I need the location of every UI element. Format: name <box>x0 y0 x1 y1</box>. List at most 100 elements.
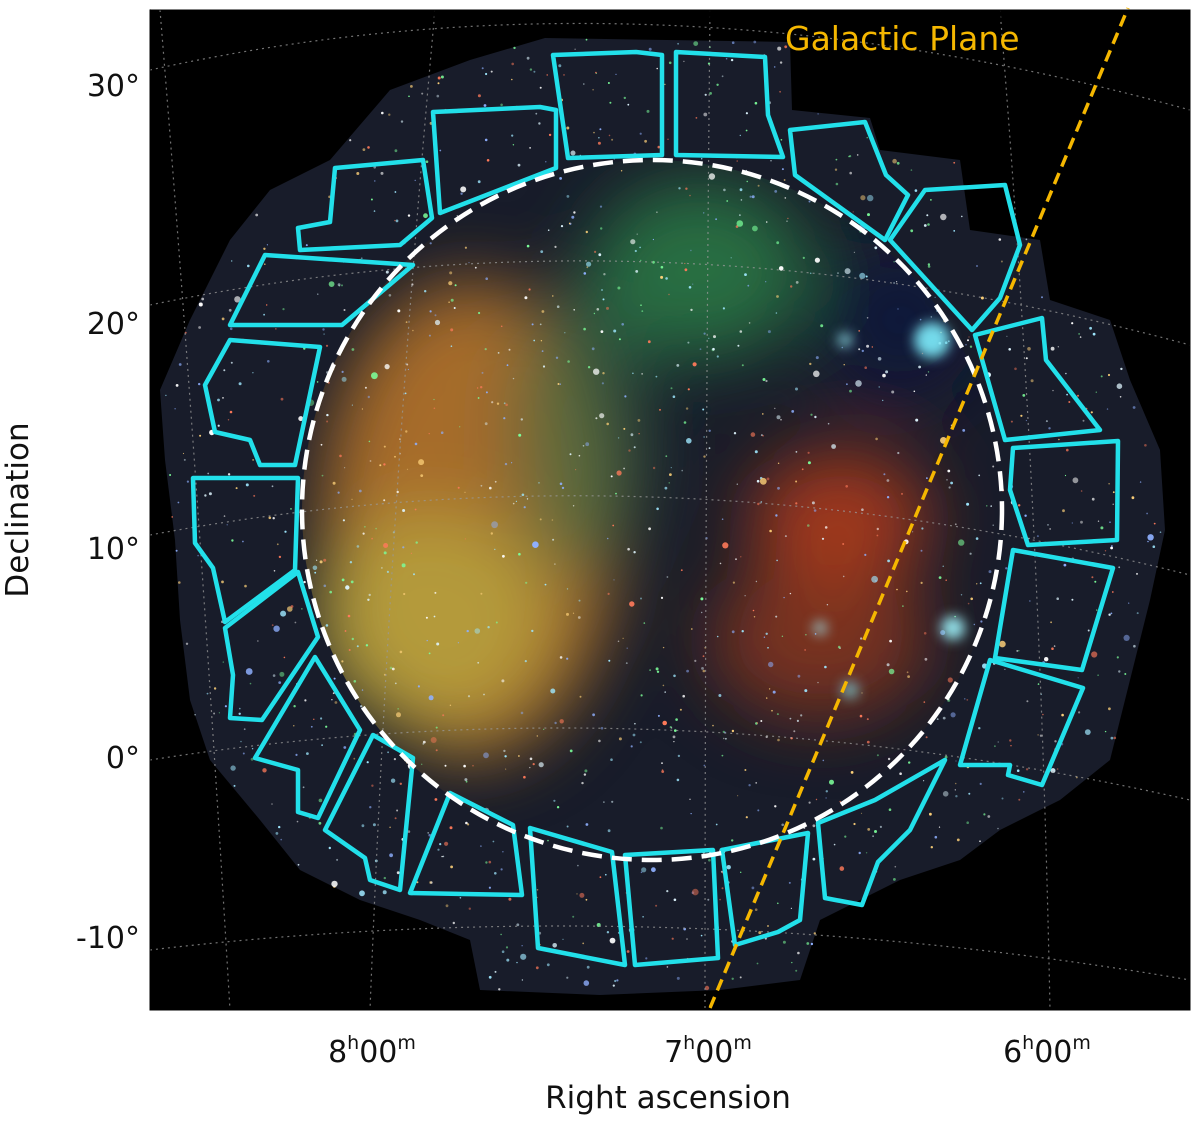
star-point <box>223 369 226 372</box>
star-point <box>782 940 786 944</box>
star-point <box>234 296 241 303</box>
star-point <box>899 772 902 775</box>
star-point <box>1118 670 1121 673</box>
field-outline <box>787 119 911 243</box>
star-point <box>373 210 376 212</box>
y-tick-label: 30° <box>87 69 140 104</box>
star-point <box>796 719 800 723</box>
star-point <box>864 553 867 557</box>
star-point <box>912 531 914 533</box>
star-point <box>793 730 796 733</box>
star-point <box>526 498 529 500</box>
star-point <box>381 567 383 569</box>
star-point <box>578 454 581 457</box>
star-point <box>235 487 238 490</box>
star-point <box>585 230 588 234</box>
star-point <box>325 624 329 627</box>
star-point <box>366 761 369 764</box>
star-point <box>304 699 307 702</box>
star-point <box>716 83 719 87</box>
star-point <box>584 769 588 773</box>
star-point <box>573 211 576 214</box>
star-point <box>1030 379 1034 383</box>
star-point <box>617 437 620 439</box>
star-point <box>521 945 523 947</box>
star-point <box>960 594 963 596</box>
star-point <box>845 485 848 488</box>
star-point <box>484 422 488 426</box>
star-point <box>612 984 615 987</box>
star-point <box>973 623 975 626</box>
star-point <box>997 741 999 743</box>
star-point <box>858 851 861 855</box>
star-point <box>553 799 556 802</box>
star-point <box>483 104 487 107</box>
star-point <box>613 329 617 333</box>
star-point <box>341 370 344 373</box>
star-point <box>301 608 303 610</box>
star-point <box>641 373 643 375</box>
star-point <box>381 111 384 115</box>
star-point <box>1050 621 1052 624</box>
star-point <box>436 642 440 646</box>
star-point <box>463 764 466 768</box>
star-point <box>569 749 573 753</box>
star-point <box>786 220 788 222</box>
star-point <box>476 387 479 389</box>
star-point <box>503 417 506 420</box>
star-point <box>603 801 605 803</box>
star-point <box>206 692 209 695</box>
star-point <box>417 685 420 688</box>
star-point <box>370 198 373 201</box>
star-point <box>406 363 409 366</box>
star-point <box>723 188 726 192</box>
star-point <box>837 272 839 274</box>
star-point <box>980 620 983 623</box>
star-point <box>319 560 323 564</box>
star-point <box>1016 650 1018 652</box>
star-point <box>844 835 847 838</box>
star-point <box>703 212 705 214</box>
star-point <box>317 293 319 295</box>
star-point <box>797 951 800 955</box>
star-point <box>810 413 813 416</box>
star-point <box>975 537 979 540</box>
star-point <box>655 667 659 671</box>
star-point <box>1050 768 1056 774</box>
star-point <box>673 674 676 678</box>
star-point <box>669 473 672 476</box>
star-point <box>683 421 687 424</box>
star-point <box>1144 444 1147 447</box>
star-point <box>268 516 272 520</box>
star-point <box>992 465 995 468</box>
star-point <box>480 484 483 487</box>
star-point <box>477 397 480 399</box>
star-point <box>639 741 642 744</box>
star-point <box>521 493 525 497</box>
star-point <box>532 763 535 766</box>
star-point <box>722 542 729 549</box>
star-point <box>668 61 672 65</box>
star-point <box>722 307 726 310</box>
star-point <box>858 348 861 351</box>
star-point <box>839 866 845 871</box>
star-point <box>474 628 481 634</box>
star-point <box>175 549 178 552</box>
star-point <box>1051 647 1054 650</box>
star-point <box>942 565 944 567</box>
star-point <box>1078 711 1081 714</box>
star-point <box>536 889 539 891</box>
star-point <box>861 508 864 512</box>
star-point <box>924 657 928 661</box>
star-point <box>494 872 497 875</box>
star-point <box>750 432 756 437</box>
star-point <box>518 552 521 556</box>
star-point <box>609 937 616 944</box>
star-point <box>1039 734 1043 737</box>
star-point <box>623 467 625 470</box>
star-point <box>667 138 669 140</box>
star-point <box>999 640 1006 648</box>
star-point <box>627 103 630 106</box>
star-point <box>683 60 685 63</box>
y-axis-title: Declination <box>0 422 36 597</box>
